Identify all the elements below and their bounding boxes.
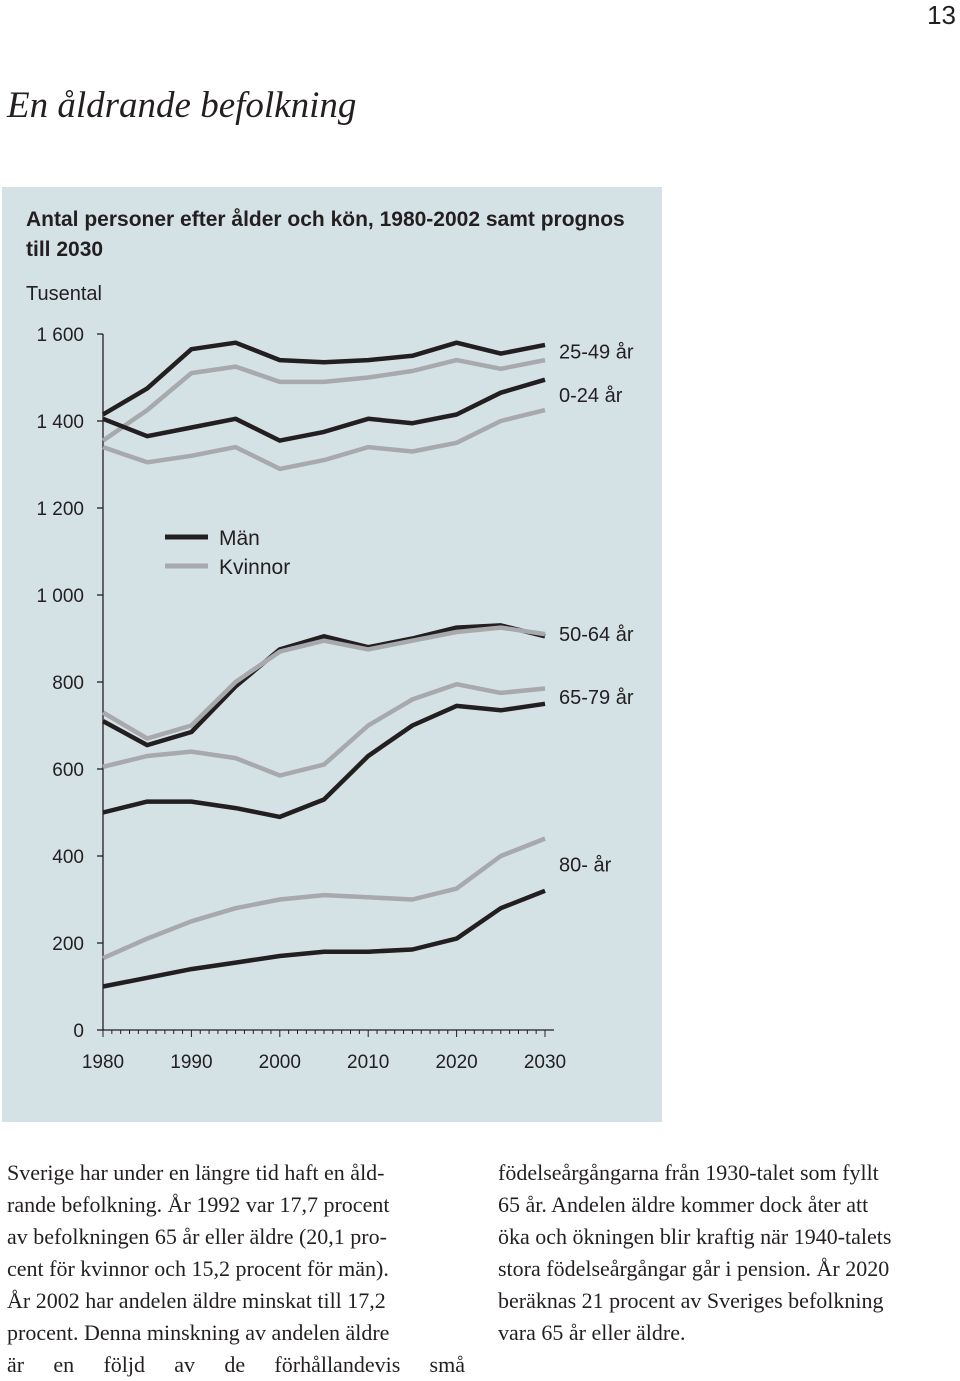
body-line: År 2002 har andelen äldre minskat till 1…: [7, 1288, 386, 1313]
x-tick-label: 2030: [524, 1052, 566, 1073]
body-line: rande befolkning. År 1992 var 17,7 proce…: [7, 1192, 390, 1217]
legend-label: Kvinnor: [219, 556, 290, 579]
y-tick-label: 1 000: [36, 586, 84, 607]
y-tick-label: 1 400: [36, 412, 84, 433]
y-tick-label: 600: [52, 760, 84, 781]
body-line: vara 65 år eller äldre.: [498, 1320, 686, 1345]
body-text-column-2: födelseårgångarna från 1930-talet som fy…: [498, 1157, 956, 1349]
body-line: födelseårgångarna från 1930-talet som fy…: [498, 1160, 879, 1185]
y-tick-label: 800: [52, 673, 84, 694]
series-line-0-24-r-man: [102, 377, 546, 443]
series-line-25-49-r-kvinnor: [101, 357, 546, 443]
y-tick-label: 200: [52, 934, 84, 955]
y-tick-label: 1 600: [36, 325, 84, 346]
age-group-label: 50-64 år: [559, 624, 634, 646]
body-line: stora födelseårgångar går i pension. År …: [498, 1256, 890, 1281]
body-text-column-1: Sverige har under en längre tid haft en …: [7, 1157, 465, 1381]
age-group-label: 80- år: [559, 855, 612, 877]
series-line-50-64-r-kvinnor: [102, 681, 546, 778]
population-line-chart: 0 200 400 600 800 1 000 1 200 1 400 1 600 1980 199…: [36, 325, 634, 1073]
series-line-80-r-man: [102, 888, 546, 989]
body-line: öka och ökningen blir kraftig när 1940-t…: [498, 1224, 892, 1249]
series-line-0-24-r-kvinnor: [102, 407, 546, 472]
age-group-label: 0-24 år: [559, 385, 623, 407]
body-line: procent. Denna minskning av andelen äldr…: [7, 1320, 390, 1345]
y-tick-label: 400: [52, 847, 84, 868]
series-line-65-79-r-kvinnor: [101, 625, 546, 741]
y-tick-label: 0: [73, 1021, 84, 1042]
body-line: Sverige har under en längre tid haft en …: [7, 1160, 385, 1185]
x-tick-label: 2000: [259, 1052, 301, 1073]
age-group-label: 25-49 år: [559, 341, 634, 363]
x-tick-label: 2020: [435, 1052, 477, 1073]
page-number: 13: [927, 0, 956, 30]
chart-panel: Antal personer efter ålder och kön, 1980…: [2, 187, 662, 1122]
x-tick-label: 1990: [170, 1052, 212, 1073]
chart-title: Antal personer efter ålder och kön, 1980…: [26, 208, 625, 261]
series-line-65-79-r-man: [101, 623, 546, 748]
page-title: En åldrande befolkning: [7, 85, 357, 126]
y-tick-label: 1 200: [36, 499, 84, 520]
body-line: av befolkningen 65 år eller äldre (20,1 …: [7, 1224, 387, 1249]
body-line: 65 år. Andelen äldre kommer dock åter at…: [498, 1192, 869, 1217]
x-tick-label: 1980: [82, 1052, 124, 1073]
age-group-label: 65-79 år: [559, 687, 634, 709]
body-line: cent för kvinnor och 15,2 procent för mä…: [7, 1256, 389, 1281]
body-line: beräknas 21 procent av Sveriges befolkni…: [498, 1288, 884, 1313]
chart-unit-label: Tusental: [26, 283, 102, 305]
legend-label: Män: [219, 527, 260, 550]
x-tick-label: 2010: [347, 1052, 389, 1073]
series-line-50-64-r-man: [102, 701, 546, 820]
series-line-25-49-r-man: [101, 340, 546, 417]
series-line-80-r-kvinnor: [102, 836, 546, 961]
body-line: är en följd av de förhållandevis små: [7, 1352, 465, 1377]
